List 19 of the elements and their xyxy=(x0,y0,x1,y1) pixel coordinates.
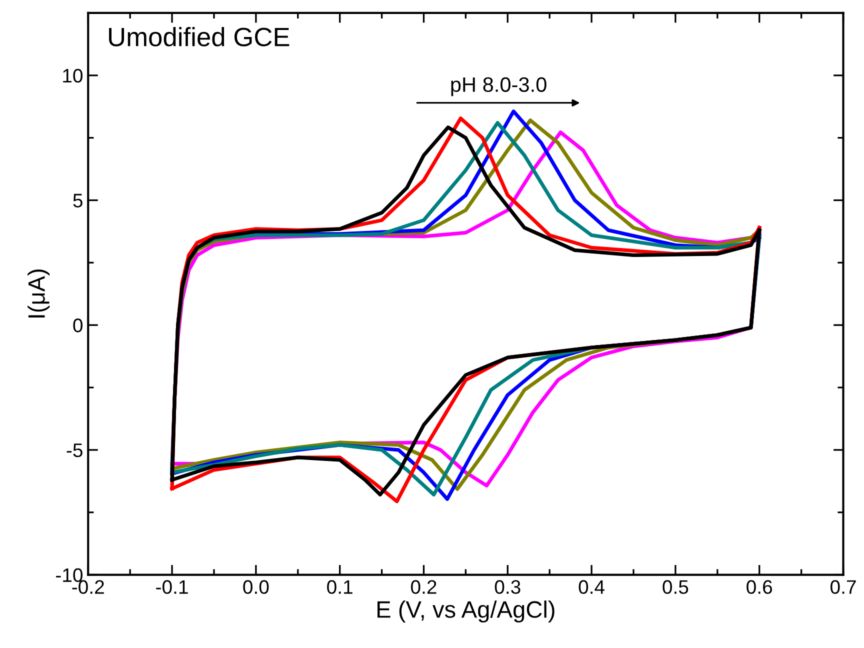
y-tick-label: 0 xyxy=(73,318,83,332)
y-axis-title: I(μA) xyxy=(28,270,50,318)
y-tick-label: 10 xyxy=(63,68,83,83)
x-tick-label: -0.1 xyxy=(156,580,188,594)
y-tick-label: 5 xyxy=(73,194,82,208)
x-tick-label: -0.2 xyxy=(72,580,104,594)
x-tick-label: 0.0 xyxy=(243,580,269,594)
x-tick-label: 0.6 xyxy=(746,580,772,594)
x-tick-label: 0.7 xyxy=(830,580,856,594)
x-axis-title: E (V, vs Ag/AgCl) xyxy=(378,600,554,623)
annotation: pH 8.0-3.0 xyxy=(451,77,546,96)
annotation: Umodified GCE xyxy=(109,27,290,46)
x-tick-label: 0.1 xyxy=(327,580,352,594)
x-tick-label: 0.5 xyxy=(662,580,688,594)
x-tick-label: 0.3 xyxy=(494,580,520,594)
y-tick-label: -5 xyxy=(66,444,82,458)
x-tick-label: 0.2 xyxy=(410,580,436,594)
x-tick-label: 0.4 xyxy=(578,580,604,594)
y-tick-label: -10 xyxy=(56,568,83,582)
